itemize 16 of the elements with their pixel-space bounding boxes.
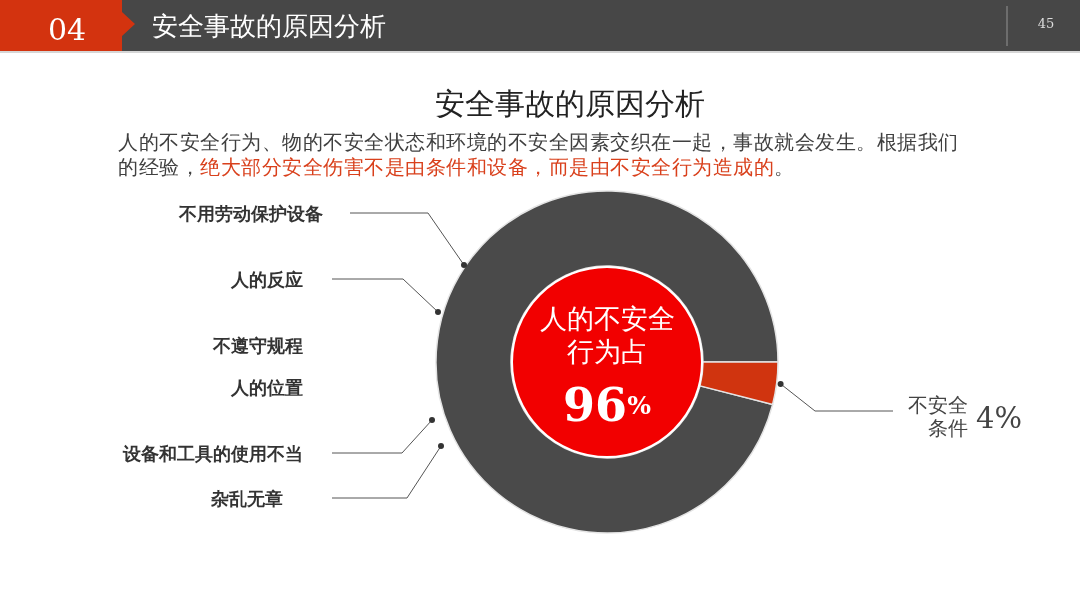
- slice-label: 不安全条件: [908, 393, 968, 440]
- text: 45: [1037, 15, 1055, 31]
- data-label: 96%: [563, 378, 652, 432]
- text: 人的反应: [230, 268, 303, 290]
- donut-slice: [435, 190, 779, 534]
- text: 人的位置: [230, 376, 303, 398]
- text: 不遵守规程: [212, 334, 303, 356]
- text: 04: [47, 11, 87, 47]
- text: 安全事故的原因分析: [152, 11, 386, 41]
- text: 设备和工具的使用不当: [122, 442, 303, 464]
- text: 杂乱无章: [210, 487, 283, 509]
- chart-title: 安全事故的原因分析: [435, 85, 705, 121]
- chart-subtitle: 人的不安全行为、物的不安全状态和环境的不安全因素交织在一起，事故就会发生。根据我们的经验，绝大部分安全伤害不是由条件和设备，而是由不安全行为造成的。: [118, 130, 960, 180]
- text: 不用劳动保护设备: [178, 202, 323, 224]
- data-label: 4%: [976, 401, 1023, 435]
- slice-label: 人的不安全行为占: [539, 302, 675, 367]
